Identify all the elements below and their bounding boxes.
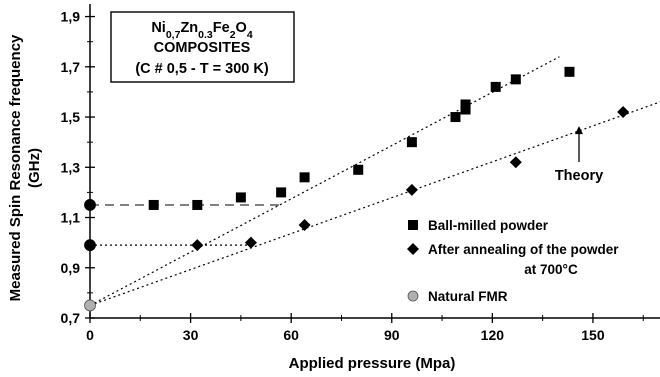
x-tick-label: 30 [183, 327, 199, 343]
ball-milled-point [192, 199, 203, 210]
theory-arrow-head [575, 126, 583, 135]
annealed-point [191, 239, 204, 252]
title-box: Ni0,7Zn0.3Fe2O4 COMPOSITES (C # 0,5 - T … [110, 11, 295, 83]
x-tick-label: 90 [384, 327, 400, 343]
title-element: Zn [180, 20, 198, 36]
legend-marker-ball-milled [408, 220, 418, 230]
annealed-point [509, 156, 522, 169]
legend-label-annealed-line1: After annealing of the powder [428, 242, 619, 257]
tick-labels: 0,7 0,9 1,1 1,3 1,5 1,7 1,9 0 30 60 90 120 150 [61, 9, 605, 343]
title-element: O [236, 20, 247, 36]
y-axis-title: Measured Spin Resonance frequency (GHz) [7, 34, 43, 301]
y-axis-title-line2: (GHz) [26, 148, 43, 188]
title-subscript: 0.3 [198, 29, 213, 41]
x-axis-title: Applied pressure (Mpa) [289, 355, 456, 372]
ball-milled-point [406, 137, 417, 148]
ball-milled-point [148, 199, 159, 210]
legend: Ball-milled powder After annealing of th… [407, 218, 619, 304]
legend-label-natural-fmr: Natural FMR [428, 289, 508, 304]
title-subscript: 0,7 [166, 29, 181, 41]
annealed-point [405, 183, 418, 196]
reference-line-dotted [89, 56, 560, 306]
ball-milled-point [460, 104, 471, 115]
annealed-point [617, 106, 630, 119]
ball-milled-point [276, 187, 287, 198]
title-subscript: 2 [230, 29, 236, 41]
legend-label-annealed-line2: at 700°C [524, 262, 578, 277]
legend-label-ball-milled: Ball-milled powder [428, 218, 549, 233]
intercept-point [84, 199, 96, 211]
ball-milled-point [460, 99, 471, 110]
y-tick-label: 1,7 [61, 59, 81, 75]
ball-milled-point [450, 112, 461, 123]
y-tick-label: 0,9 [61, 260, 81, 276]
legend-marker-annealed [407, 243, 419, 255]
ball-milled-point [235, 192, 246, 203]
ball-milled-point [299, 172, 310, 183]
legend-marker-natural-fmr [407, 290, 419, 302]
reference-lines [89, 56, 660, 307]
theory-label: Theory [555, 168, 603, 184]
x-tick-label: 150 [581, 327, 605, 343]
x-tick-label: 120 [481, 327, 505, 343]
ball-milled-point [490, 81, 501, 92]
x-tick-label: 0 [86, 327, 94, 343]
theory-annotation: Theory [555, 126, 603, 184]
ball-milled-point [353, 164, 364, 175]
y-tick-label: 1,3 [61, 159, 81, 175]
y-tick-label: 1,1 [61, 210, 81, 226]
title-element: Ni [151, 20, 166, 36]
data-marks [84, 66, 630, 312]
title-element: Fe [213, 20, 230, 36]
annealed-point [244, 236, 257, 249]
natural-fmr-point [84, 299, 96, 312]
y-tick-label: 1,9 [61, 9, 81, 25]
title-line2: COMPOSITES [154, 40, 251, 56]
title-subscript: 4 [247, 29, 253, 41]
ball-milled-point [564, 66, 575, 77]
title-box-frame [110, 11, 295, 83]
annealed-point [298, 219, 311, 232]
y-tick-label: 0,7 [61, 310, 81, 326]
title-line3: (C # 0,5 - T = 300 K) [135, 61, 269, 77]
reference-line-dotted [89, 101, 660, 307]
y-tick-label: 1,5 [61, 109, 81, 125]
y-axis-title-line1: Measured Spin Resonance frequency [7, 34, 24, 301]
x-tick-label: 60 [283, 327, 299, 343]
ball-milled-point [510, 74, 521, 85]
title-line1: Ni0,7Zn0.3Fe2O4 [151, 20, 252, 41]
intercept-point [84, 239, 96, 252]
